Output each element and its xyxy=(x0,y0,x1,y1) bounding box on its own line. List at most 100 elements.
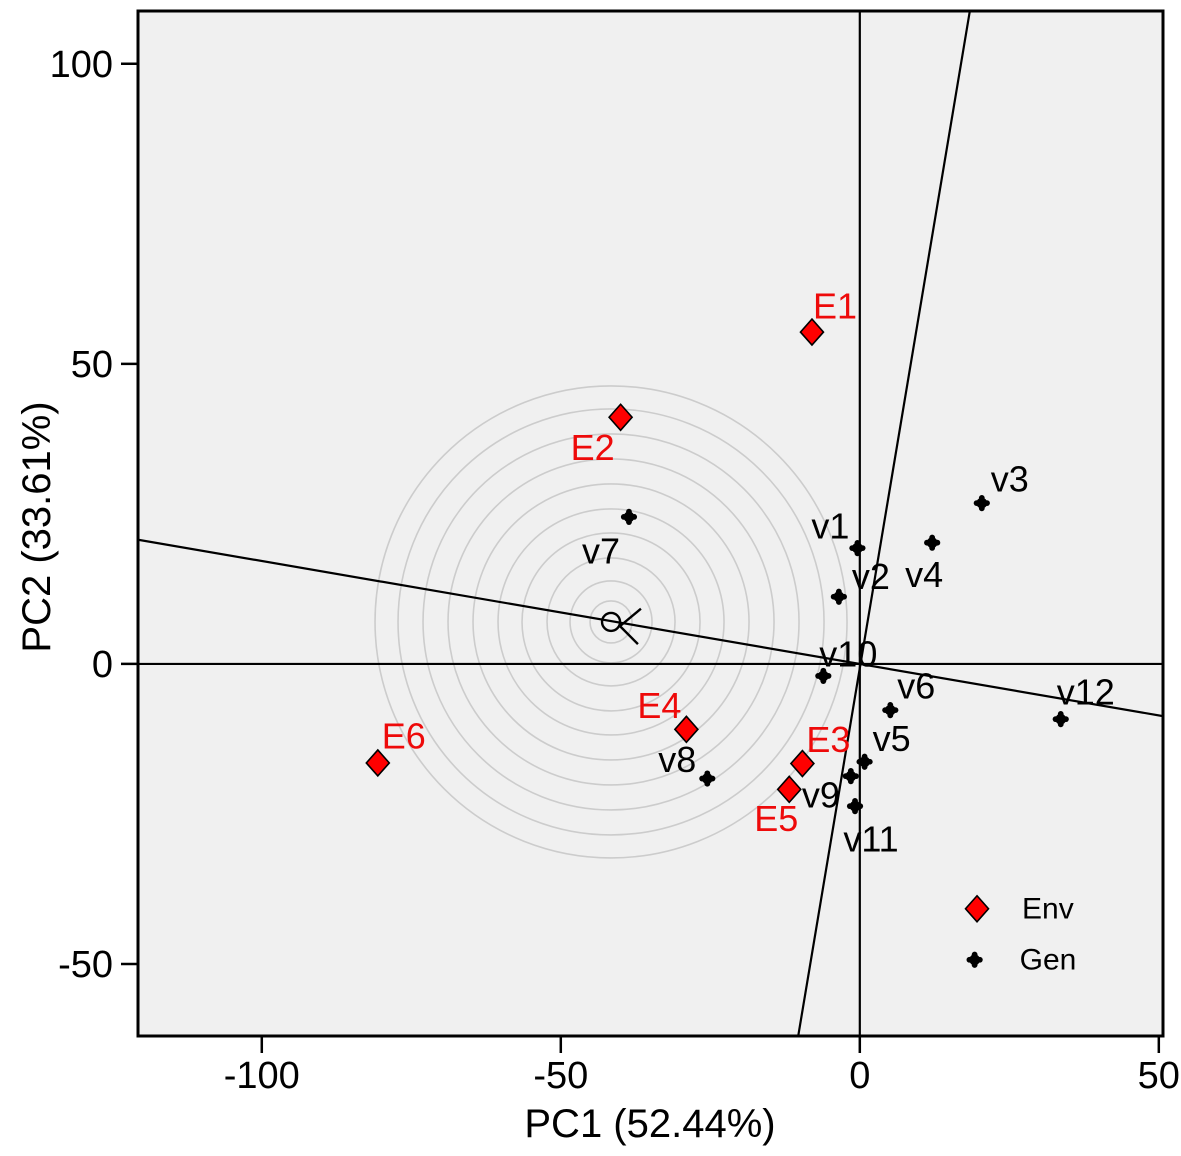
axis-ticks-layer: -100 -50 0 50 100 50 0 -50 xyxy=(50,44,1180,1097)
legend-gen-marker-lobe-1 xyxy=(966,956,973,963)
gen-label-v4: v4 xyxy=(905,554,943,595)
legend-env-marker xyxy=(964,894,990,923)
gen-label-v10: v10 xyxy=(819,633,877,674)
gen-marker-v11-core xyxy=(849,800,861,812)
gen-marker-v6-core xyxy=(884,704,896,716)
gen-label-v12: v12 xyxy=(1057,672,1115,713)
gen-marker-v5-core xyxy=(859,756,870,768)
gen-marker-v2-lobe-0 xyxy=(841,593,847,600)
gen-marker-v7-lobe-1 xyxy=(620,513,627,520)
gen-marker-v10-lobe-3 xyxy=(820,667,827,674)
gen-marker-v7-core xyxy=(623,511,635,523)
gen-marker-v2-lobe-2 xyxy=(835,599,842,605)
gen-marker-v7 xyxy=(620,508,638,525)
gen-marker-v8-lobe-2 xyxy=(704,780,711,787)
gen-marker-v2 xyxy=(830,588,847,605)
gen-marker-v12-lobe-0 xyxy=(1063,716,1069,723)
gen-marker-v10-lobe-1 xyxy=(815,673,822,679)
gen-marker-v1-lobe-3 xyxy=(854,540,861,546)
gen-marker-v5 xyxy=(856,753,873,770)
y-tick-label--50: -50 xyxy=(58,944,113,986)
ideal-point-circle xyxy=(600,611,622,633)
env-marker-E4 xyxy=(673,715,699,744)
reference-lines-layer xyxy=(138,11,1163,1036)
gen-marker-v5-lobe-2 xyxy=(861,764,868,770)
gen-marker-v6-lobe-0 xyxy=(892,707,899,714)
gen-marker-v3-lobe-0 xyxy=(984,500,990,506)
gen-marker-v10-lobe-2 xyxy=(820,678,827,685)
gen-marker-v1-core xyxy=(852,542,863,554)
aec-arrow-wing1 xyxy=(619,607,642,628)
reference-line-aec-ordinate xyxy=(797,11,971,1036)
legend-gen-marker xyxy=(966,951,983,968)
x-tick-label--100: -100 xyxy=(224,1055,300,1097)
concentric-circle-7 xyxy=(447,458,775,786)
y-tick-label-0: 0 xyxy=(92,644,113,686)
gen-marker-v8-lobe-1 xyxy=(699,775,706,782)
env-label-E6: E6 xyxy=(382,715,426,756)
gen-marker-v7-lobe-2 xyxy=(626,519,632,525)
gen-marker-v9-core xyxy=(845,770,857,782)
gen-marker-v4 xyxy=(924,534,941,551)
gen-marker-v8-core xyxy=(701,773,713,784)
env-label-E4: E4 xyxy=(637,685,681,726)
env-marker-E3 xyxy=(789,749,815,778)
gen-marker-v12-core xyxy=(1055,713,1067,725)
gen-marker-v2-lobe-3 xyxy=(835,588,842,595)
concentric-circle-9 xyxy=(397,408,825,836)
gen-marker-v6 xyxy=(882,702,899,719)
legend-gen-marker-lobe-0 xyxy=(976,956,983,963)
gen-marker-v5-lobe-3 xyxy=(861,753,868,760)
gen-label-v7: v7 xyxy=(582,530,620,571)
gen-marker-v6-lobe-2 xyxy=(887,712,894,719)
plot-frame xyxy=(136,9,1165,1038)
gen-marker-v8 xyxy=(699,770,716,787)
gen-label-v1: v1 xyxy=(811,506,849,547)
gen-marker-v11-lobe-3 xyxy=(852,798,858,804)
gen-marker-v1-lobe-0 xyxy=(859,545,866,552)
plot-area xyxy=(138,11,1163,1036)
gen-marker-v11 xyxy=(846,798,864,815)
gen-marker-v12-lobe-1 xyxy=(1052,716,1059,723)
gen-label-v3: v3 xyxy=(991,459,1029,500)
gen-label-v6: v6 xyxy=(897,666,935,707)
env-marker-E5 xyxy=(776,775,802,804)
x-tick-label-50: 50 xyxy=(1138,1055,1180,1097)
concentric-circle-3 xyxy=(546,557,676,687)
gen-marker-v8-lobe-3 xyxy=(704,770,711,777)
gen-marker-v12-lobe-2 xyxy=(1057,721,1064,728)
gen-marker-v4-lobe-2 xyxy=(929,545,936,551)
env-label-E3: E3 xyxy=(806,719,850,760)
gen-marker-v10-core xyxy=(817,670,829,682)
gen-marker-v9-lobe-0 xyxy=(853,773,859,780)
env-marker-E1 xyxy=(799,317,825,347)
gen-marker-v1-lobe-2 xyxy=(854,550,861,557)
reference-line-aec-abscissa xyxy=(138,538,1163,718)
gen-marker-v9-lobe-3 xyxy=(847,768,854,774)
gen-marker-v9 xyxy=(842,768,859,785)
gen-label-v11: v11 xyxy=(843,819,898,860)
gen-marker-v3-lobe-3 xyxy=(978,494,985,501)
y-tick-label-50: 50 xyxy=(71,344,113,386)
gen-marker-v11-lobe-1 xyxy=(846,803,853,810)
gen-marker-v4-lobe-3 xyxy=(929,534,936,541)
gen-marker-v1 xyxy=(849,540,866,557)
env-label-E2: E2 xyxy=(571,427,615,468)
concentric-circles-layer xyxy=(374,385,848,859)
gen-marker-v7-lobe-0 xyxy=(631,513,638,520)
gen-marker-v12-lobe-3 xyxy=(1057,711,1064,717)
env-marker-E6 xyxy=(365,748,391,778)
x-axis-title: PC1 (52.44%) xyxy=(524,1102,775,1146)
gen-marker-v1-lobe-1 xyxy=(849,545,856,552)
gen-marker-v7-lobe-3 xyxy=(626,508,632,515)
legend-gen-label: Gen xyxy=(1020,943,1077,976)
gen-marker-v3-core xyxy=(976,497,988,509)
gen-marker-v4-lobe-1 xyxy=(924,539,930,546)
y-axis-title: PC2 (33.61%) xyxy=(15,401,59,652)
gen-marker-v10-lobe-0 xyxy=(825,673,832,679)
legend-env-label: Env xyxy=(1022,892,1074,925)
legend-gen-marker-lobe-2 xyxy=(971,962,978,968)
